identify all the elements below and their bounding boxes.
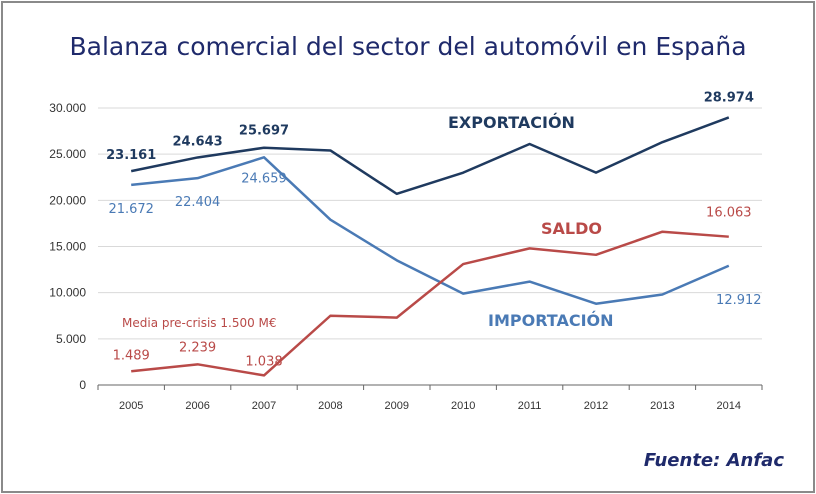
series-label-importacion: IMPORTACIÓN <box>488 311 614 330</box>
series-line-0 <box>130 116 730 196</box>
data-label: 21.672 <box>108 202 154 217</box>
y-tick-label: 25.000 <box>49 147 86 161</box>
y-tick-label: 5.000 <box>56 332 86 346</box>
x-tick-label: 2013 <box>650 400 674 412</box>
y-tick-label: 15.000 <box>49 240 86 254</box>
annotation-media-pre-crisis: Media pre-crisis 1.500 M€ <box>122 316 277 330</box>
data-label: 23.161 <box>106 148 156 163</box>
series-line-2 <box>131 230 729 377</box>
series-line-1 <box>131 156 730 305</box>
data-label: 24.643 <box>173 134 223 149</box>
data-label: 25.697 <box>239 124 289 139</box>
x-tick-label: 2008 <box>318 400 342 412</box>
x-tick-label: 2010 <box>451 400 475 412</box>
data-label: 2.239 <box>179 340 216 355</box>
y-tick-label: 30.000 <box>49 101 86 115</box>
x-tick-label: 2014 <box>717 400 741 412</box>
x-tick-label: 2012 <box>584 400 608 412</box>
y-tick-label: 20.000 <box>49 193 86 207</box>
data-label: 12.912 <box>716 293 762 308</box>
y-tick-label: 10.000 <box>49 286 86 300</box>
data-label: 24.659 <box>241 171 287 186</box>
data-label: 16.063 <box>706 206 752 221</box>
data-label: 1.489 <box>113 348 150 363</box>
series-label-exportacion: EXPORTACIÓN <box>448 113 575 132</box>
source-label: Fuente: Anfac <box>643 450 784 471</box>
data-label: 22.404 <box>175 195 221 210</box>
data-label: 28.974 <box>704 90 754 105</box>
chart-title: Balanza comercial del sector del automóv… <box>69 32 747 61</box>
x-tick-label: 2006 <box>185 400 209 412</box>
data-label: 1.038 <box>245 354 282 369</box>
x-tick-label: 2005 <box>119 400 143 412</box>
x-tick-label: 2011 <box>518 400 542 412</box>
x-tick-label: 2009 <box>385 400 409 412</box>
x-tick-label: 2007 <box>252 400 276 412</box>
series-label-saldo: SALDO <box>541 219 602 238</box>
y-tick-label: 0 <box>79 378 86 392</box>
